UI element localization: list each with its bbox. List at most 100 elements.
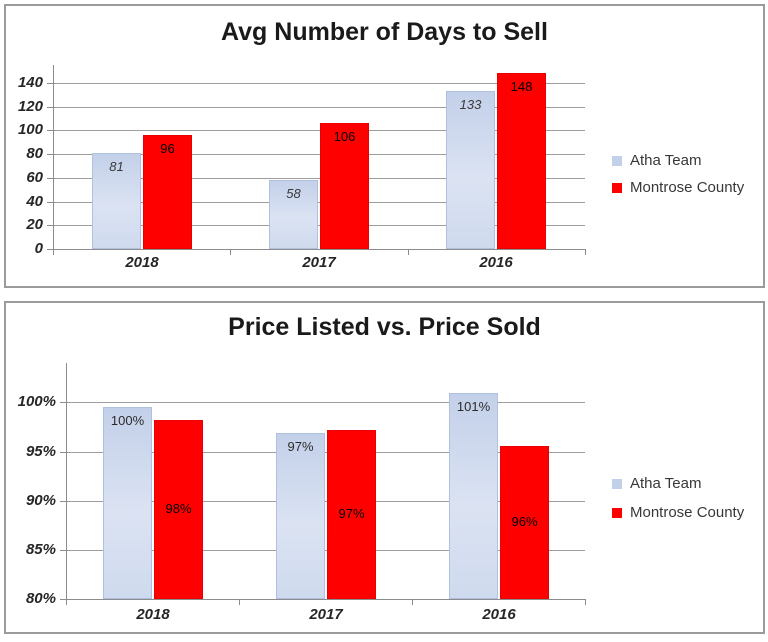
bar-montrose-county-2018 [143, 135, 192, 249]
x-tick-mark [412, 599, 413, 605]
y-axis-label: 20 [26, 216, 43, 233]
y-tick-mark [47, 83, 55, 84]
x-axis-label-2017: 2017 [309, 606, 343, 623]
bar-label-atha-team-2016: 101% [456, 399, 491, 414]
y-axis-label: 0 [34, 240, 43, 257]
bar-label-atha-team-2017: 58 [286, 186, 301, 201]
x-axis-line [53, 249, 586, 250]
legend-item-montrose-county: Montrose County [612, 174, 744, 201]
legend-swatch-atha-team-icon [612, 155, 622, 166]
y-tick-mark [47, 154, 55, 155]
y-tick-mark [47, 178, 55, 179]
y-axis-label: 85% [25, 541, 56, 558]
gridline [66, 501, 585, 502]
bar-atha-team-2017 [276, 433, 325, 599]
gridline [53, 83, 585, 84]
gridline [66, 550, 585, 551]
bar-label-atha-team-2018: 100% [110, 413, 145, 428]
bar-label-montrose-county-2016: 148 [510, 79, 533, 94]
bar-label-atha-team-2018: 81 [109, 159, 124, 174]
y-axis-line [66, 363, 67, 600]
y-tick-mark [60, 550, 68, 551]
y-tick-mark [60, 402, 68, 403]
y-tick-mark [60, 452, 68, 453]
legend-label-montrose-county: Montrose County [630, 504, 745, 521]
y-axis-label: 100 [17, 121, 43, 138]
panel-price-listed-vs-sold: Price Listed vs. Price Sold 80% 85% 90% 95%… [4, 301, 765, 634]
chart-title-price-listed-vs-sold: Price Listed vs. Price Sold [228, 313, 541, 341]
bar-label-montrose-county-2018: 96 [160, 141, 175, 156]
legend-swatch-atha-team-icon [612, 478, 622, 489]
x-axis-label-2016: 2016 [479, 254, 513, 271]
x-tick-mark [408, 249, 409, 255]
y-tick-mark [47, 202, 55, 203]
y-axis-label: 90% [25, 492, 56, 509]
y-axis-label: 120 [17, 98, 43, 115]
y-axis-label: 60 [26, 169, 43, 186]
chart-title-days-to-sell: Avg Number of Days to Sell [221, 18, 548, 46]
legend-item-montrose-county: Montrose County [612, 498, 744, 527]
x-axis-line [66, 599, 586, 600]
bar-label-atha-team-2016: 133 [459, 97, 482, 112]
y-axis-line [53, 65, 54, 250]
bar-montrose-county-2017 [320, 123, 369, 249]
y-tick-mark [47, 107, 55, 108]
y-tick-mark [47, 225, 55, 226]
legend-label-atha-team: Atha Team [630, 475, 702, 492]
bar-atha-team-2018 [103, 407, 152, 599]
y-tick-mark [47, 249, 55, 250]
x-axis-label-2018: 2018 [125, 254, 159, 271]
x-tick-mark [239, 599, 240, 605]
x-axis-label-2017: 2017 [302, 254, 336, 271]
gridline [53, 107, 585, 108]
legend-swatch-montrose-county-icon [612, 507, 622, 518]
bar-atha-team-2017 [269, 180, 318, 249]
y-tick-mark [60, 501, 68, 502]
x-axis-label-2018: 2018 [136, 606, 170, 623]
chart-days-to-sell: 0 20 40 60 80 100 120 140 2018 81 96 2017 58 106 2016 1… [6, 6, 763, 286]
bar-label-atha-team-2017: 97% [287, 439, 314, 454]
bar-montrose-county-2016 [497, 73, 546, 249]
gridline [53, 130, 585, 131]
legend-label-atha-team: Atha Team [630, 152, 702, 169]
y-tick-mark [47, 130, 55, 131]
bar-montrose-county-2017 [327, 430, 376, 599]
bar-label-montrose-county-2018: 98% [165, 501, 192, 516]
y-axis-label: 95% [25, 443, 56, 460]
x-tick-mark [585, 599, 586, 605]
y-axis-label: 40 [26, 193, 43, 210]
gridline [66, 452, 585, 453]
y-axis-label: 80 [26, 145, 43, 162]
gridline [53, 225, 585, 226]
bar-montrose-county-2018 [154, 420, 203, 599]
legend-swatch-montrose-county-icon [612, 182, 622, 193]
gridline [53, 178, 585, 179]
y-axis-label: 80% [25, 590, 56, 607]
panel-days-to-sell: Avg Number of Days to Sell 0 20 40 60 80 100 1… [4, 4, 765, 288]
x-tick-mark [585, 249, 586, 255]
x-tick-mark [53, 249, 54, 255]
bar-atha-team-2016 [449, 393, 498, 599]
x-tick-mark [230, 249, 231, 255]
x-axis-label-2016: 2016 [482, 606, 516, 623]
chart-price-listed-vs-sold: 80% 85% 90% 95% 100% 2018 100% 98% 2017 97% 97% 201… [6, 303, 763, 632]
bar-label-montrose-county-2017: 97% [338, 506, 365, 521]
y-tick-mark [60, 599, 68, 600]
bar-atha-team-2016 [446, 91, 495, 249]
chart-legend: Atha Team Montrose County [612, 469, 744, 527]
chart-legend: Atha Team Montrose County [612, 147, 744, 201]
bar-label-montrose-county-2017: 106 [333, 129, 356, 144]
legend-item-atha-team: Atha Team [612, 147, 744, 174]
gridline [53, 202, 585, 203]
gridline [66, 402, 585, 403]
y-axis-label: 100% [17, 393, 56, 410]
x-tick-mark [66, 599, 67, 605]
bar-montrose-county-2016 [500, 446, 549, 599]
bar-label-montrose-county-2016: 96% [511, 514, 538, 529]
gridline [53, 154, 585, 155]
legend-item-atha-team: Atha Team [612, 469, 744, 498]
bar-atha-team-2018 [92, 153, 141, 249]
legend-label-montrose-county: Montrose County [630, 179, 745, 196]
y-axis-label: 140 [17, 74, 43, 91]
